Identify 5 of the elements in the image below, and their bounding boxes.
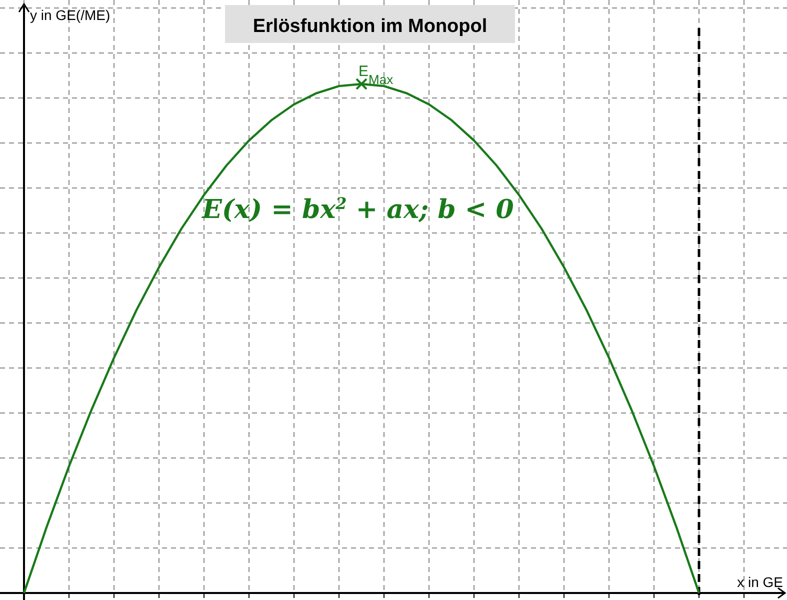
annotation: E$_{Max}$	[358, 63, 394, 86]
annotation: E(x) = bx$^{2}$ + ax; b < 0	[201, 194, 514, 225]
x-axis-title: x in GE	[737, 574, 783, 590]
y-axis-title: y in GE(/ME)	[30, 7, 110, 23]
chart-title: Erlösfunktion im Monopol	[252, 16, 488, 37]
